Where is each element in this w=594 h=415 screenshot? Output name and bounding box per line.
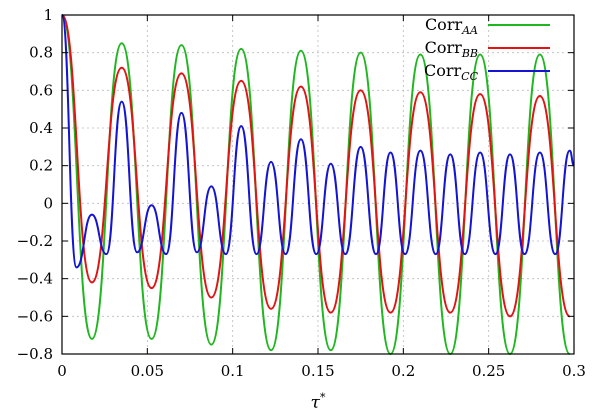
y-tick-label: −0.6 bbox=[17, 307, 53, 325]
x-tick-label: 0.3 bbox=[562, 362, 586, 380]
x-tick-label: 0.15 bbox=[301, 362, 334, 380]
y-tick-label: −0.4 bbox=[17, 270, 53, 288]
y-tick-label: −0.8 bbox=[17, 345, 53, 363]
y-tick-label: 0.2 bbox=[29, 157, 53, 175]
y-tick-label: 1 bbox=[43, 6, 53, 24]
x-tick-labels: 0 0.05 0.1 0.15 0.2 0.25 0.3 bbox=[57, 362, 586, 380]
y-tick-label: 0 bbox=[43, 194, 53, 212]
y-tick-label: −0.2 bbox=[17, 232, 53, 250]
x-tick-label: 0.25 bbox=[472, 362, 505, 380]
x-tick-label: 0.2 bbox=[391, 362, 415, 380]
x-tick-label: 0.05 bbox=[131, 362, 164, 380]
y-tick-label: 0.8 bbox=[29, 44, 53, 62]
x-axis-label: τ* bbox=[311, 391, 326, 413]
legend-label-bb: CorrBB bbox=[425, 38, 478, 60]
x-tick-label: 0.1 bbox=[221, 362, 245, 380]
y-tick-label: 0.4 bbox=[29, 119, 53, 137]
y-tick-labels: −0.8 −0.6 −0.4 −0.2 0 0.2 0.4 0.6 0.8 1 bbox=[17, 6, 53, 363]
grid-lines bbox=[62, 15, 574, 354]
y-tick-label: 0.6 bbox=[29, 81, 53, 99]
x-tick-label: 0 bbox=[57, 362, 67, 380]
legend-label-aa: CorrAA bbox=[425, 15, 478, 37]
legend-label-cc: CorrCC bbox=[424, 61, 479, 83]
